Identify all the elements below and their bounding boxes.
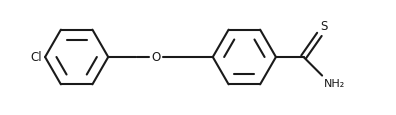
Text: S: S (320, 20, 328, 33)
Text: NH₂: NH₂ (324, 78, 345, 88)
Text: O: O (151, 51, 160, 64)
Text: Cl: Cl (30, 51, 42, 64)
